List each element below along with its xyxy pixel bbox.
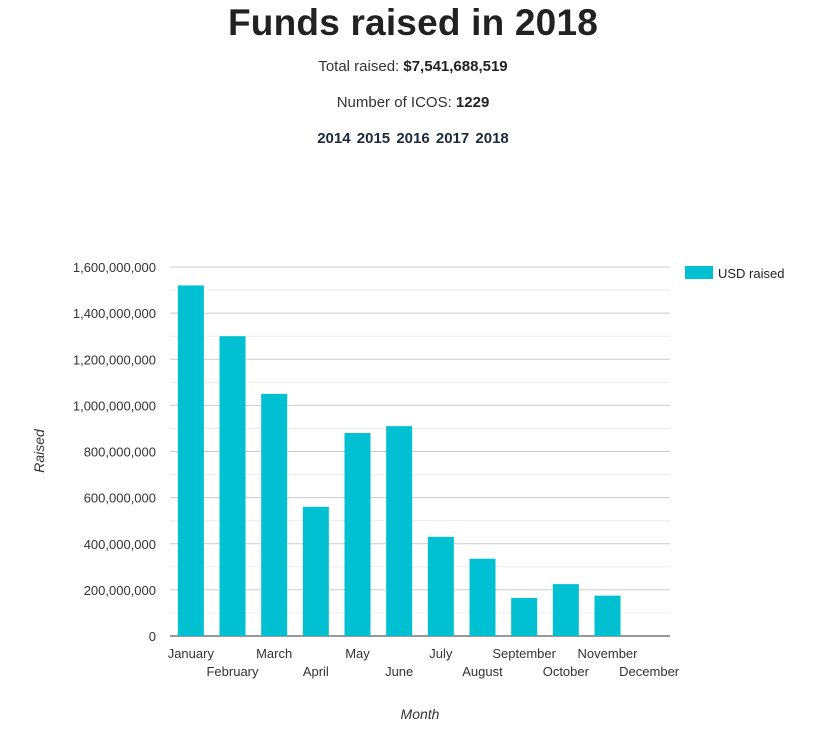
y-tick-label: 1,600,000,000 [73, 260, 156, 275]
x-tick-label: December [619, 664, 680, 679]
x-tick-label: January [168, 646, 215, 661]
x-axis-title: Month [401, 706, 440, 722]
year-link-2018[interactable]: 2018 [475, 130, 509, 147]
y-tick-label: 1,200,000,000 [73, 352, 156, 367]
x-tick-label: April [303, 664, 329, 679]
x-tick-label: October [543, 664, 590, 679]
total-raised-label: Total raised: [318, 58, 400, 75]
x-tick-label: July [429, 646, 453, 661]
ico-count-line: Number of ICOS: 1229 [0, 94, 826, 111]
total-raised-line: Total raised: $7,541,688,519 [0, 58, 826, 75]
y-tick-label: 400,000,000 [84, 537, 156, 552]
bar-june [386, 426, 413, 636]
bar-january [177, 285, 204, 636]
bar-july [427, 536, 454, 636]
bar-september [511, 597, 538, 636]
legend-swatch [685, 266, 713, 279]
year-link-2016[interactable]: 2016 [396, 130, 430, 147]
year-link-2017[interactable]: 2017 [435, 130, 470, 147]
x-tick-label: March [256, 646, 292, 661]
year-link-2014[interactable]: 2014 [317, 130, 351, 147]
x-tick-label: May [345, 646, 370, 661]
total-raised-value: $7,541,688,519 [403, 58, 508, 75]
page-title: Funds raised in 2018 [227, 2, 599, 43]
bar-october [552, 584, 579, 636]
bar-may [344, 433, 371, 636]
y-tick-label: 200,000,000 [84, 583, 156, 598]
y-tick-label: 800,000,000 [84, 445, 156, 460]
x-tick-label: June [385, 664, 413, 679]
y-tick-label: 1,000,000,000 [73, 398, 156, 413]
bar-august [469, 558, 496, 636]
ico-count-label: Number of ICOS: [336, 94, 452, 111]
y-tick-label: 1,400,000,000 [73, 306, 156, 321]
bar-march [261, 393, 288, 636]
y-axis-title: Raised [31, 428, 47, 473]
year-nav: 2014 2015 2016 2017 2018 [0, 130, 826, 147]
bar-april [302, 506, 329, 636]
x-tick-label: November [578, 646, 639, 661]
y-tick-label: 0 [149, 629, 156, 644]
legend-label: USD raised [718, 266, 784, 281]
y-tick-label: 600,000,000 [84, 491, 156, 506]
x-tick-label: February [206, 664, 259, 679]
ico-count-value: 1229 [455, 94, 490, 111]
bar-november [594, 595, 621, 636]
year-link-2015[interactable]: 2015 [356, 130, 391, 147]
x-tick-label: September [492, 646, 556, 661]
x-tick-label: August [462, 664, 503, 679]
bar-february [219, 336, 246, 636]
